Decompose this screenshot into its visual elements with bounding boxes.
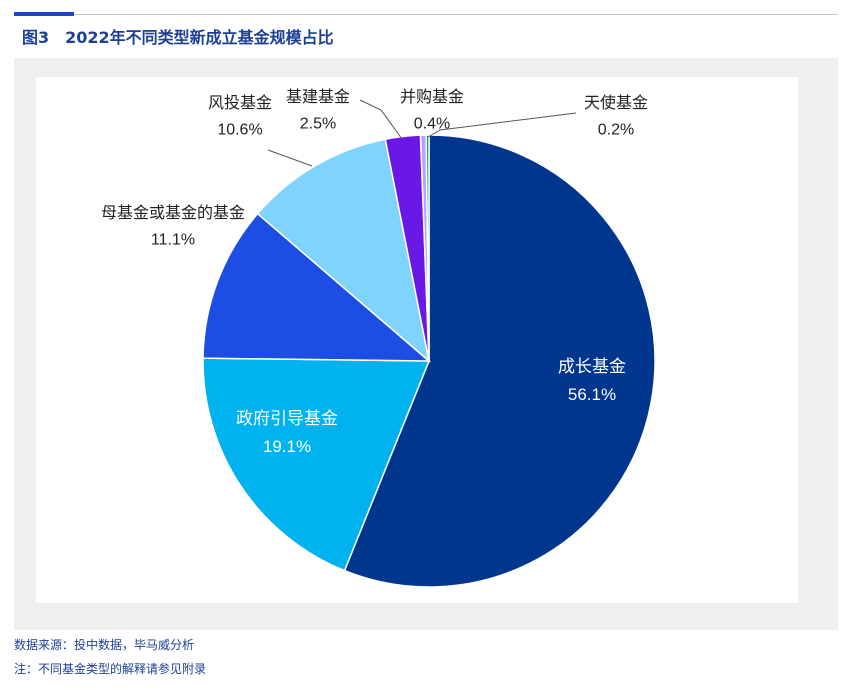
pie-slice	[202, 357, 431, 572]
pie-slice	[202, 212, 432, 362]
slice-name-label: 并购基金	[400, 87, 464, 106]
slice-percent-label: 2.5%	[300, 115, 336, 132]
leader-line	[359, 99, 403, 140]
figure-label: 图3	[22, 28, 50, 47]
pie-slice	[343, 134, 656, 588]
slice-name-label: 成长基金	[558, 357, 626, 377]
slice-name-label: 母基金或基金的基金	[101, 203, 245, 222]
leader-line	[427, 112, 577, 138]
slice-name-label: 风投基金	[208, 93, 272, 112]
slice-name-label: 天使基金	[584, 93, 648, 112]
data-source-note: 数据来源：投中数据，毕马威分析	[14, 638, 195, 652]
leader-lines	[267, 99, 577, 167]
slice-labels: 成长基金 56.1% 政府引导基金 19.1% 母基金或基金的基金 11.1% 风投基金 10…	[101, 87, 648, 456]
slice-name-label: 政府引导基金	[236, 409, 338, 429]
slice-name-label: 基建基金	[286, 87, 350, 106]
slice-percent-label: 0.2%	[598, 121, 634, 138]
header-accent-bar	[14, 12, 74, 16]
pie-slice	[256, 138, 431, 363]
header-rule	[74, 14, 838, 15]
footnote: 注：不同基金类型的解释请参见附录	[14, 662, 207, 676]
figure-title-text: 2022年不同类型新成立基金规模占比	[65, 28, 334, 47]
pie-slice	[425, 134, 430, 362]
figure-title: 图3 2022年不同类型新成立基金规模占比	[22, 24, 334, 48]
slice-percent-label: 19.1%	[263, 437, 311, 456]
slice-percent-label: 56.1%	[568, 385, 616, 404]
slice-percent-label: 11.1%	[151, 231, 195, 248]
slice-percent-label: 10.6%	[217, 121, 262, 138]
leader-line	[267, 149, 313, 167]
slice-percent-label: 0.4%	[414, 115, 450, 132]
pie-slices	[202, 134, 656, 588]
